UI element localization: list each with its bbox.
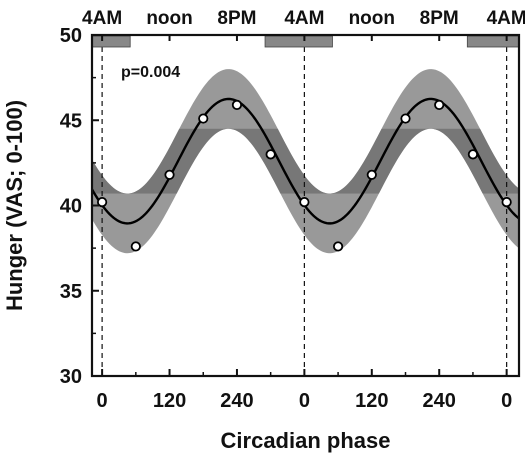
top-tick-label: noon [146,8,192,29]
x-tick-label: 120 [153,390,186,412]
top-tick-label: 8PM [217,8,256,29]
data-point [130,241,141,252]
y-axis-label: Hunger (VAS; 0-100) [2,100,27,311]
y-tick-label: 35 [60,281,82,303]
data-point [332,241,344,252]
y-tick-label: 30 [60,366,82,388]
data-point [198,113,209,124]
top-tick-label: 4AM [82,8,122,29]
data-point [501,196,512,208]
top-tick-label: 4AM [284,8,324,29]
x-axis-label: Circadian phase [221,428,391,453]
data-point [265,149,276,160]
data-point [400,113,411,124]
data-point [231,99,243,111]
x-tick-label: 120 [355,390,388,412]
data-point [366,169,377,180]
top-tick-label: 8PM [420,8,459,29]
sleep-bar [264,35,333,48]
axis-layer: 0 120 240 0 120 240 0 4AM noon 8PM 4AM noon 8PM 4AM 30… [60,8,525,412]
x-tick-label: 240 [423,390,456,412]
y-tick-label: 45 [60,110,82,132]
x-tick-label: 0 [501,390,512,412]
top-tick-label: 4AM [487,8,525,29]
sleep-bar [91,35,131,48]
confidence-band [92,69,519,254]
data-point [97,196,108,208]
y-tick-label: 40 [60,196,82,218]
x-tick-label: 240 [220,390,253,412]
x-tick-label: 0 [299,390,310,412]
p-value-annotation: p=0.004 [121,64,180,81]
top-tick-label: noon [349,8,395,29]
x-tick-label: 0 [97,390,108,412]
data-point [434,99,445,111]
data-point [299,196,310,208]
data-point [164,169,175,180]
sleep-bar [466,35,520,48]
y-tick-label: 50 [60,25,82,47]
data-point [467,149,479,160]
